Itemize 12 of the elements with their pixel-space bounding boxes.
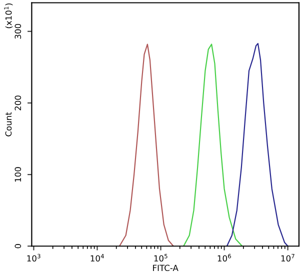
x-tick-label: 10$^{6}$	[218, 254, 231, 262]
x-tick-label: 10$^{7}$	[281, 254, 294, 262]
x-axis-title: FITC-A	[153, 264, 178, 272]
x-tick-label: 10$^{4}$	[90, 254, 104, 262]
y-tick-label: 200	[14, 96, 22, 110]
y-tick-label: 100	[14, 167, 22, 182]
text: (x10$^{1}$)	[4, 3, 13, 28]
x-tick-label: 10$^{3}$	[27, 254, 40, 262]
y-tick-label: 300	[14, 24, 22, 39]
y-tick-label: 0	[14, 244, 22, 248]
x-tick-label: 10$^{5}$	[154, 254, 168, 262]
y-axis-title: Count	[5, 112, 12, 136]
